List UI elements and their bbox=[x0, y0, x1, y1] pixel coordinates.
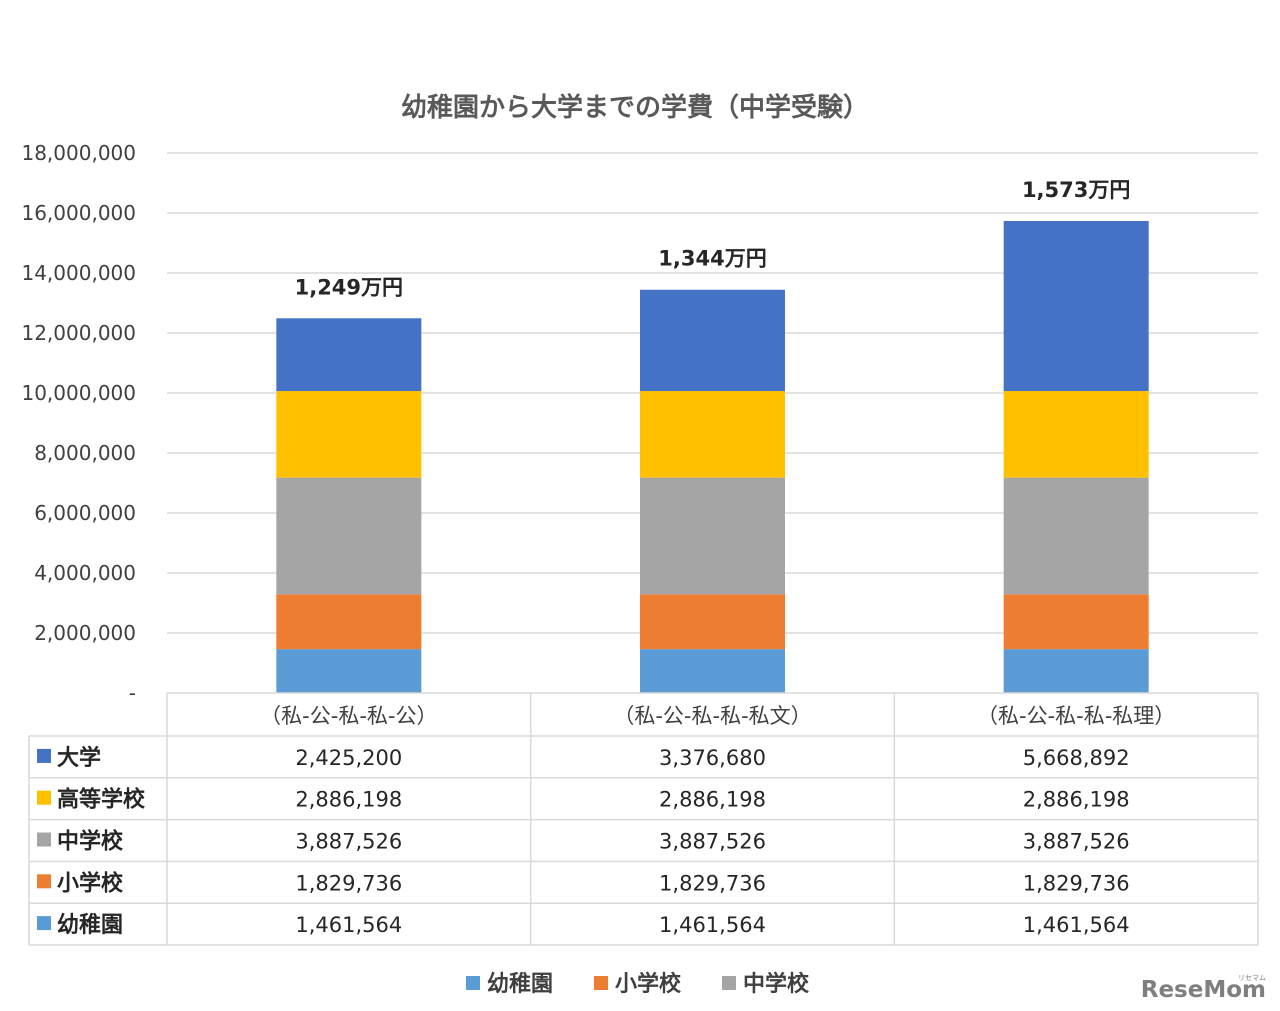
legend: 幼稚園 小学校 中学校 bbox=[466, 971, 810, 997]
bar-segment bbox=[1003, 220, 1149, 392]
bar-segment bbox=[276, 477, 422, 595]
bar-segment bbox=[1003, 477, 1149, 595]
legend-label: 小学校 bbox=[615, 971, 682, 997]
logo-text: ReseMom bbox=[1141, 977, 1266, 1003]
row-label: 高等学校 bbox=[57, 787, 146, 813]
category-label: （私-公-私-私-私理） bbox=[977, 704, 1175, 728]
category-label: （私-公-私-私-私文） bbox=[613, 704, 811, 728]
table-cell-value: 3,887,526 bbox=[295, 830, 402, 854]
y-axis-ticks: - 2,000,000 4,000,000 6,000,000 8,000,000 10,… bbox=[21, 141, 136, 705]
row-label: 幼稚園 bbox=[57, 912, 123, 938]
row-label: 小学校 bbox=[57, 870, 124, 896]
table-cell-value: 1,829,736 bbox=[659, 871, 766, 895]
total-label: 1,573万円 bbox=[1022, 178, 1130, 202]
y-tick-label: 2,000,000 bbox=[34, 621, 136, 645]
row-legend-swatch bbox=[37, 748, 51, 763]
row-label: 中学校 bbox=[57, 829, 124, 855]
table-cell-value: 1,461,564 bbox=[659, 913, 766, 937]
row-legend-swatch bbox=[37, 790, 51, 805]
bar-segment bbox=[640, 594, 785, 650]
bar-segment bbox=[276, 318, 422, 392]
bar-segment bbox=[1003, 649, 1149, 693]
table-cell-value: 1,461,564 bbox=[1023, 913, 1130, 937]
table-cell-value: 3,887,526 bbox=[659, 830, 766, 854]
bars bbox=[276, 220, 1149, 693]
y-tick-label: 8,000,000 bbox=[34, 441, 136, 465]
y-tick-label: 18,000,000 bbox=[21, 141, 136, 165]
logo-kana: リセマム bbox=[1238, 974, 1266, 982]
total-label: 1,344万円 bbox=[658, 247, 766, 271]
category-label: （私-公-私-私-公） bbox=[260, 704, 437, 728]
table-cell-value: 3,887,526 bbox=[1023, 830, 1130, 854]
data-table: （私-公-私-私-公） （私-公-私-私-私文） （私-公-私-私-私理） 大学 2,4… bbox=[28, 692, 1259, 946]
y-tick-label: 14,000,000 bbox=[21, 261, 136, 285]
y-tick-label: - bbox=[129, 681, 136, 705]
table-cell-value: 2,886,198 bbox=[1023, 788, 1130, 812]
total-label: 1,249万円 bbox=[295, 275, 403, 299]
bar-segment bbox=[1003, 594, 1149, 650]
table-cell-value: 2,886,198 bbox=[295, 788, 402, 812]
y-tick-label: 10,000,000 bbox=[21, 381, 136, 405]
table-cell-value: 1,829,736 bbox=[1023, 871, 1130, 895]
bar-segment bbox=[640, 477, 785, 595]
row-label: 大学 bbox=[57, 745, 101, 771]
y-tick-label: 12,000,000 bbox=[21, 321, 136, 345]
table-cell-value: 3,376,680 bbox=[659, 746, 766, 770]
legend-swatch bbox=[722, 976, 736, 990]
row-legend-swatch bbox=[37, 916, 51, 931]
table-cell-value: 2,886,198 bbox=[659, 788, 766, 812]
row-legend-swatch bbox=[37, 832, 51, 847]
row-legend-swatch bbox=[37, 874, 51, 889]
table-cell-value: 5,668,892 bbox=[1023, 746, 1130, 770]
y-tick-label: 4,000,000 bbox=[34, 561, 136, 585]
y-tick-label: 6,000,000 bbox=[34, 501, 136, 525]
bar-segment bbox=[276, 649, 422, 693]
legend-swatch bbox=[466, 976, 480, 990]
legend-label: 中学校 bbox=[743, 971, 810, 997]
bar-segment bbox=[276, 594, 422, 650]
legend-swatch bbox=[594, 976, 608, 990]
chart-title: 幼稚園から大学までの学費（中学受験） bbox=[401, 92, 869, 123]
bar-segment bbox=[640, 391, 785, 478]
bar-segment bbox=[276, 391, 422, 478]
legend-label: 幼稚園 bbox=[487, 971, 553, 997]
bar-segment bbox=[640, 649, 785, 693]
bar-segment bbox=[1003, 391, 1149, 478]
resemom-logo: ReseMom リセマム bbox=[1141, 974, 1266, 1003]
y-tick-label: 16,000,000 bbox=[21, 201, 136, 225]
table-cell-value: 1,461,564 bbox=[295, 913, 402, 937]
bar-segment bbox=[640, 289, 785, 392]
total-labels: 1,249万円 1,344万円 1,573万円 bbox=[295, 178, 1131, 299]
table-cell-value: 1,829,736 bbox=[295, 871, 402, 895]
table-cell-value: 2,425,200 bbox=[295, 746, 402, 770]
